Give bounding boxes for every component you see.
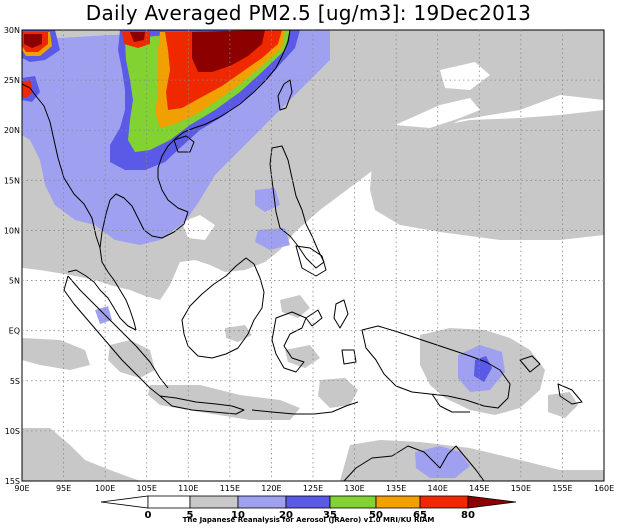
colorbar-tick-label: 10 (231, 510, 245, 521)
longitude-tick-label: 155E (552, 484, 572, 493)
colorbar-tick-label: 35 (323, 510, 337, 521)
latitude-tick-label: 15S (5, 477, 20, 486)
longitude-tick-label: 125E (303, 484, 323, 493)
colorbar-tick-label: 80 (461, 510, 475, 521)
graticule (22, 30, 604, 481)
longitude-tick-label: 145E (469, 484, 489, 493)
latitude-tick-label: 10N (4, 226, 20, 235)
pm25-band-below-10 (182, 62, 490, 240)
colorbar-swatch-top (467, 495, 517, 509)
latitude-tick-label: 20N (4, 126, 20, 135)
colorbar-tick-labels: 0 5 10 20 35 50 65 80 (145, 510, 475, 521)
latitude-tick-label: 15N (4, 176, 20, 185)
colorbar-swatch-35-50 (285, 495, 331, 509)
colorbar-tick-label: 0 (145, 510, 152, 521)
longitude-tick-label: 150E (511, 484, 531, 493)
colorbar-swatch-65-80 (375, 495, 421, 509)
longitude-tick-label: 130E (344, 484, 364, 493)
colorbar-swatch-lt5 (100, 495, 149, 509)
longitude-tick-label: 100E (95, 484, 115, 493)
latitude-tick-label: 5S (10, 377, 20, 386)
coastlines (22, 30, 583, 481)
latitude-tick-label: EQ (9, 327, 20, 336)
colorbar-swatch-5-10 (147, 495, 191, 509)
longitude-tick-label: 105E (137, 484, 157, 493)
colorbar-swatch-10-20 (189, 495, 239, 509)
colorbar (100, 495, 517, 509)
map-title: Daily Averaged PM2.5 [ug/m3]: 19Dec2013 (85, 1, 532, 25)
latitude-tick-label: 10S (5, 427, 20, 436)
latitude-tick-label: 25N (4, 76, 20, 85)
colorbar-swatch-80-plus (419, 495, 469, 509)
colorbar-tick-label: 65 (413, 510, 427, 521)
latitude-tick-label: 30N (4, 26, 20, 35)
longitude-tick-label: 90E (14, 484, 29, 493)
longitude-tick-labels: 90E 95E 100E 105E 110E 115E 120E 125E 130E 135E 14… (14, 484, 614, 493)
longitude-tick-label: 160E (594, 484, 614, 493)
pm25-band-top (24, 30, 265, 72)
colorbar-tick-label: 50 (369, 510, 383, 521)
longitude-tick-label: 115E (220, 484, 240, 493)
data-source-credit: The Japanese Reanalysis for Aerosol (JRA… (182, 516, 435, 524)
longitude-tick-label: 110E (178, 484, 198, 493)
colorbar-tick-label: 5 (187, 510, 194, 521)
longitude-tick-label: 95E (56, 484, 71, 493)
longitude-tick-label: 120E (261, 484, 281, 493)
longitude-tick-label: 135E (386, 484, 406, 493)
longitude-tick-label: 140E (428, 484, 448, 493)
colorbar-tick-label: 20 (279, 510, 293, 521)
colorbar-swatch-20-35 (237, 495, 287, 509)
latitude-tick-label: 5N (9, 277, 20, 286)
latitude-tick-labels: 30N 25N 20N 15N 10N 5N EQ 5S 10S 15S (4, 26, 20, 486)
colorbar-swatch-50-65 (329, 495, 377, 509)
